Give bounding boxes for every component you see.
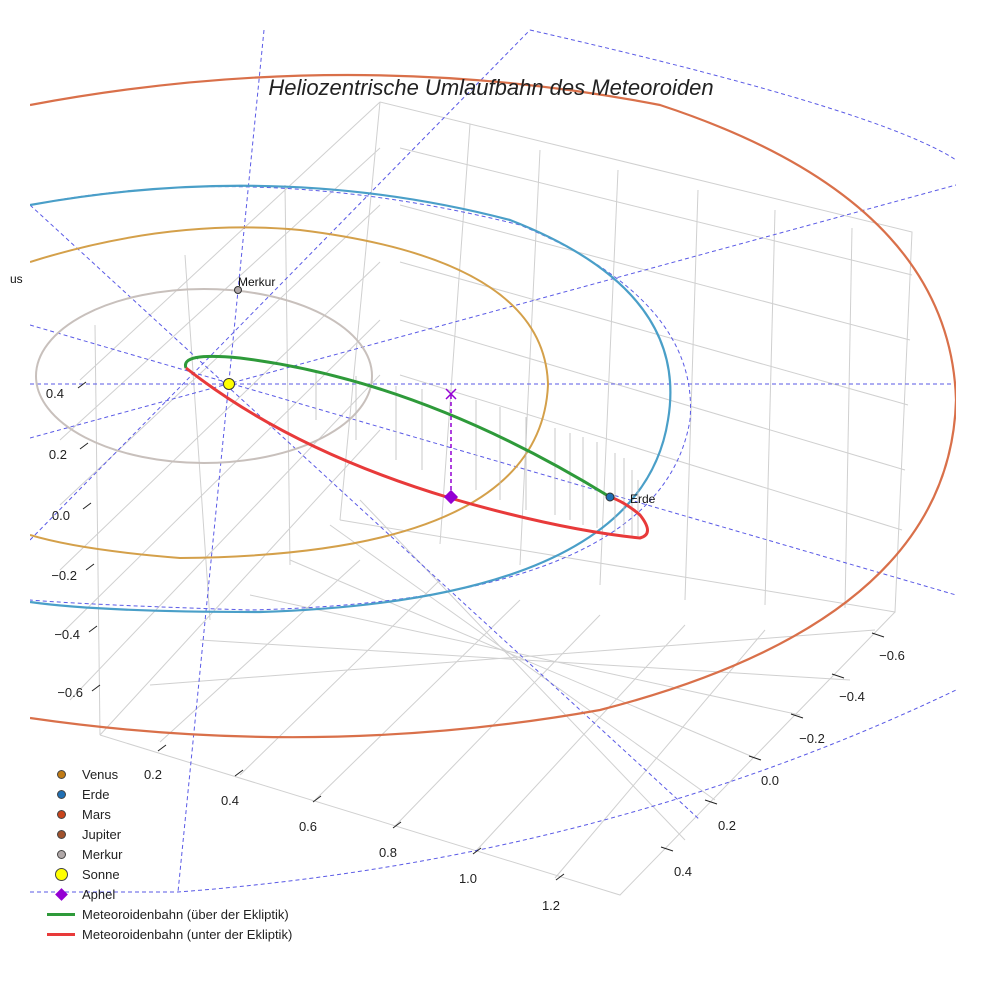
scene-3d: Merkur Erde xyxy=(30,29,956,896)
z-tick: 0.0 xyxy=(761,773,779,788)
merkur-annotation: Merkur xyxy=(238,275,275,289)
mars-orbit xyxy=(30,73,956,739)
red-line-icon xyxy=(47,932,75,936)
mars-dot-icon xyxy=(56,809,66,819)
jupiter-dot-icon xyxy=(56,829,66,839)
venus-dot-icon xyxy=(56,769,66,779)
back-wall-grid xyxy=(339,101,913,613)
erde-annotation: Erde xyxy=(630,492,656,506)
meteoroid-orbit-above xyxy=(183,354,611,499)
legend-label: Mars xyxy=(82,806,111,822)
legend-item-jupiter[interactable]: Jupiter xyxy=(40,824,292,844)
venus-annotation-clipped: us xyxy=(10,272,23,286)
legend-label: Erde xyxy=(82,786,110,802)
chart-title: Heliozentrische Umlaufbahn des Meteoroid… xyxy=(268,75,713,100)
z-axis: −0.6 −0.4 −0.2 0.0 0.2 0.4 xyxy=(660,632,905,879)
aphel-marker[interactable] xyxy=(443,489,459,505)
projection-lines xyxy=(30,29,956,893)
y-tick: −0.6 xyxy=(57,685,83,700)
legend-label: Venus xyxy=(82,766,119,782)
legend: Venus Erde Mars Jupiter Merkur Sonne Aph… xyxy=(40,764,292,944)
y-tick: 0.4 xyxy=(46,386,64,401)
legend-label: Meteoroidenbahn (über der Ekliptik) xyxy=(82,906,289,922)
legend-item-erde[interactable]: Erde xyxy=(40,784,292,804)
z-tick: −0.4 xyxy=(839,689,865,704)
legend-item-orbit-above[interactable]: Meteoroidenbahn (über der Ekliptik) xyxy=(40,904,292,924)
mercury-dot-icon xyxy=(56,849,66,859)
drop-lines xyxy=(315,370,639,536)
legend-item-orbit-below[interactable]: Meteoroidenbahn (unter der Ekliptik) xyxy=(40,924,292,944)
aphel-projection-x-marker xyxy=(445,388,457,400)
x-tick: 1.0 xyxy=(459,871,477,886)
x-axis: 0.2 0.4 0.6 0.8 1.0 1.2 xyxy=(144,744,565,913)
meteoroid-orbit-below xyxy=(185,366,649,540)
y-tick: −0.4 xyxy=(54,627,80,642)
mercury-marker[interactable] xyxy=(234,286,242,294)
legend-label: Jupiter xyxy=(82,826,122,842)
legend-item-aphel[interactable]: Aphel xyxy=(40,884,292,904)
earth-orbit xyxy=(30,184,672,614)
earth-dot-icon xyxy=(56,789,66,799)
z-tick: 0.2 xyxy=(718,818,736,833)
z-tick: −0.6 xyxy=(879,648,905,663)
y-tick: −0.2 xyxy=(51,568,77,583)
sun-dot-icon xyxy=(54,867,68,881)
x-tick: 0.8 xyxy=(379,845,397,860)
legend-item-venus[interactable]: Venus xyxy=(40,764,292,784)
venus-orbit xyxy=(30,226,550,560)
diamond-icon xyxy=(54,887,68,901)
y-tick: 0.0 xyxy=(52,508,70,523)
legend-label: Meteoroidenbahn (unter der Ekliptik) xyxy=(82,926,293,942)
green-line-icon xyxy=(47,912,75,916)
legend-label: Sonne xyxy=(82,866,120,882)
y-tick: 0.2 xyxy=(49,447,67,462)
mercury-orbit xyxy=(35,288,373,464)
legend-item-mars[interactable]: Mars xyxy=(40,804,292,824)
y-axis: 0.4 0.2 0.0 −0.2 −0.4 −0.6 xyxy=(46,381,101,700)
x-tick: 0.2 xyxy=(144,767,162,782)
z-tick: 0.4 xyxy=(674,864,692,879)
legend-label: Aphel xyxy=(82,886,116,902)
legend-label: Merkur xyxy=(82,846,123,862)
legend-item-sonne[interactable]: Sonne xyxy=(40,864,292,884)
z-tick: −0.2 xyxy=(799,731,825,746)
x-tick: 0.6 xyxy=(299,819,317,834)
earth-marker[interactable] xyxy=(605,492,615,502)
legend-item-merkur[interactable]: Merkur xyxy=(40,844,292,864)
left-wall-grid xyxy=(59,101,381,736)
x-tick: 1.2 xyxy=(542,898,560,913)
sun-marker[interactable] xyxy=(223,378,235,390)
x-tick: 0.4 xyxy=(221,793,239,808)
